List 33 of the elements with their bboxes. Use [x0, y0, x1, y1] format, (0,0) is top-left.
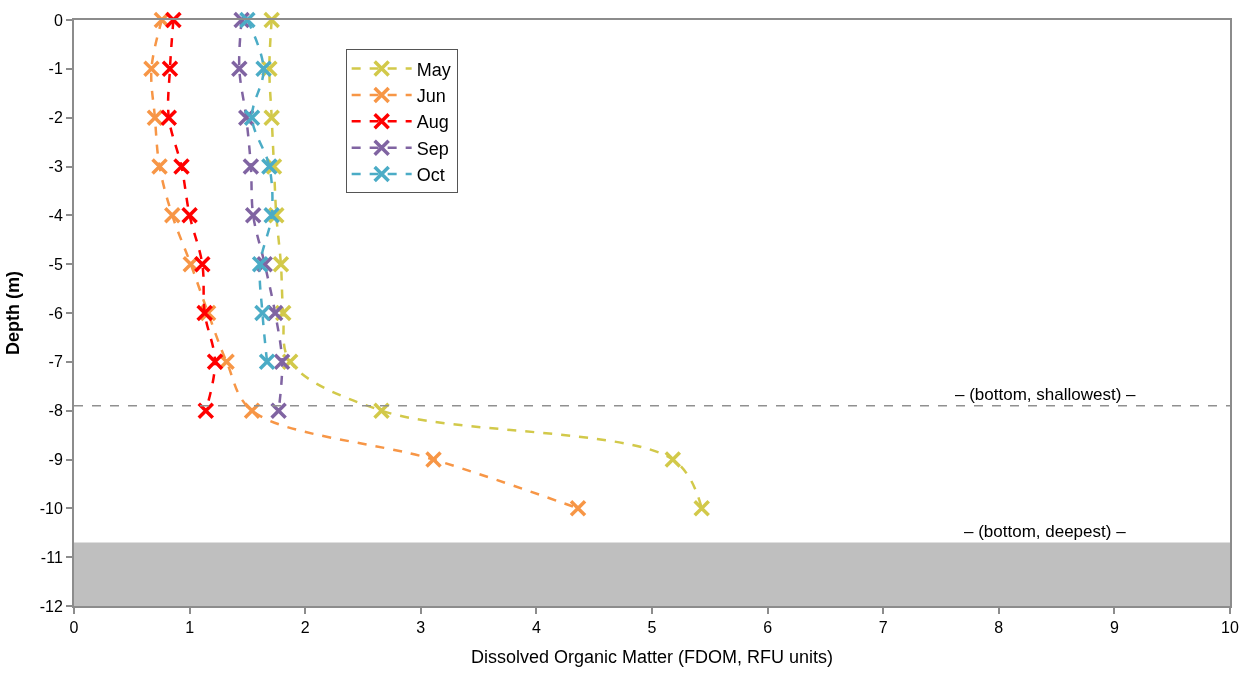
ref-line-label: – (bottom, shallowest) – — [955, 385, 1137, 404]
y-tick-label: -11 — [40, 548, 63, 566]
y-tick-label: -1 — [48, 60, 63, 78]
y-tick-label: -3 — [48, 158, 63, 176]
y-tick-label: -10 — [39, 499, 63, 517]
y-tick-label: -4 — [48, 206, 63, 224]
legend-label: Aug — [416, 112, 449, 133]
legend-label: Oct — [416, 165, 445, 186]
x-tick-label: 10 — [1221, 619, 1239, 637]
x-tick-label: 8 — [994, 619, 1004, 637]
legend-label: May — [416, 59, 451, 80]
legend-label: Sep — [416, 138, 449, 159]
x-tick-label: 4 — [531, 619, 541, 637]
y-tick-label: 0 — [53, 11, 63, 29]
x-axis-title: Dissolved Organic Matter (FDOM, RFU units) — [470, 646, 834, 667]
x-tick-label: 1 — [185, 619, 195, 637]
y-tick-label: -6 — [48, 304, 63, 322]
x-tick-label: 7 — [878, 619, 888, 637]
y-axis-title: Depth (m) — [3, 271, 24, 355]
y-tick-label: -7 — [48, 353, 63, 371]
x-tick-label: 5 — [647, 619, 657, 637]
y-tick-label: -5 — [48, 255, 63, 273]
x-tick-label: 6 — [763, 619, 773, 637]
y-tick-label: -9 — [48, 451, 63, 469]
y-tick-label: -12 — [39, 597, 63, 615]
x-tick-label: 2 — [300, 619, 310, 637]
legend-label: Jun — [416, 85, 446, 106]
y-tick-label: -8 — [48, 402, 63, 420]
x-tick-label: 3 — [416, 619, 426, 637]
x-tick-label: 9 — [1109, 619, 1119, 637]
y-tick-label: -2 — [48, 109, 63, 127]
band-label: – (bottom, deepest) – — [964, 522, 1127, 541]
x-tick-label: 0 — [69, 619, 79, 637]
